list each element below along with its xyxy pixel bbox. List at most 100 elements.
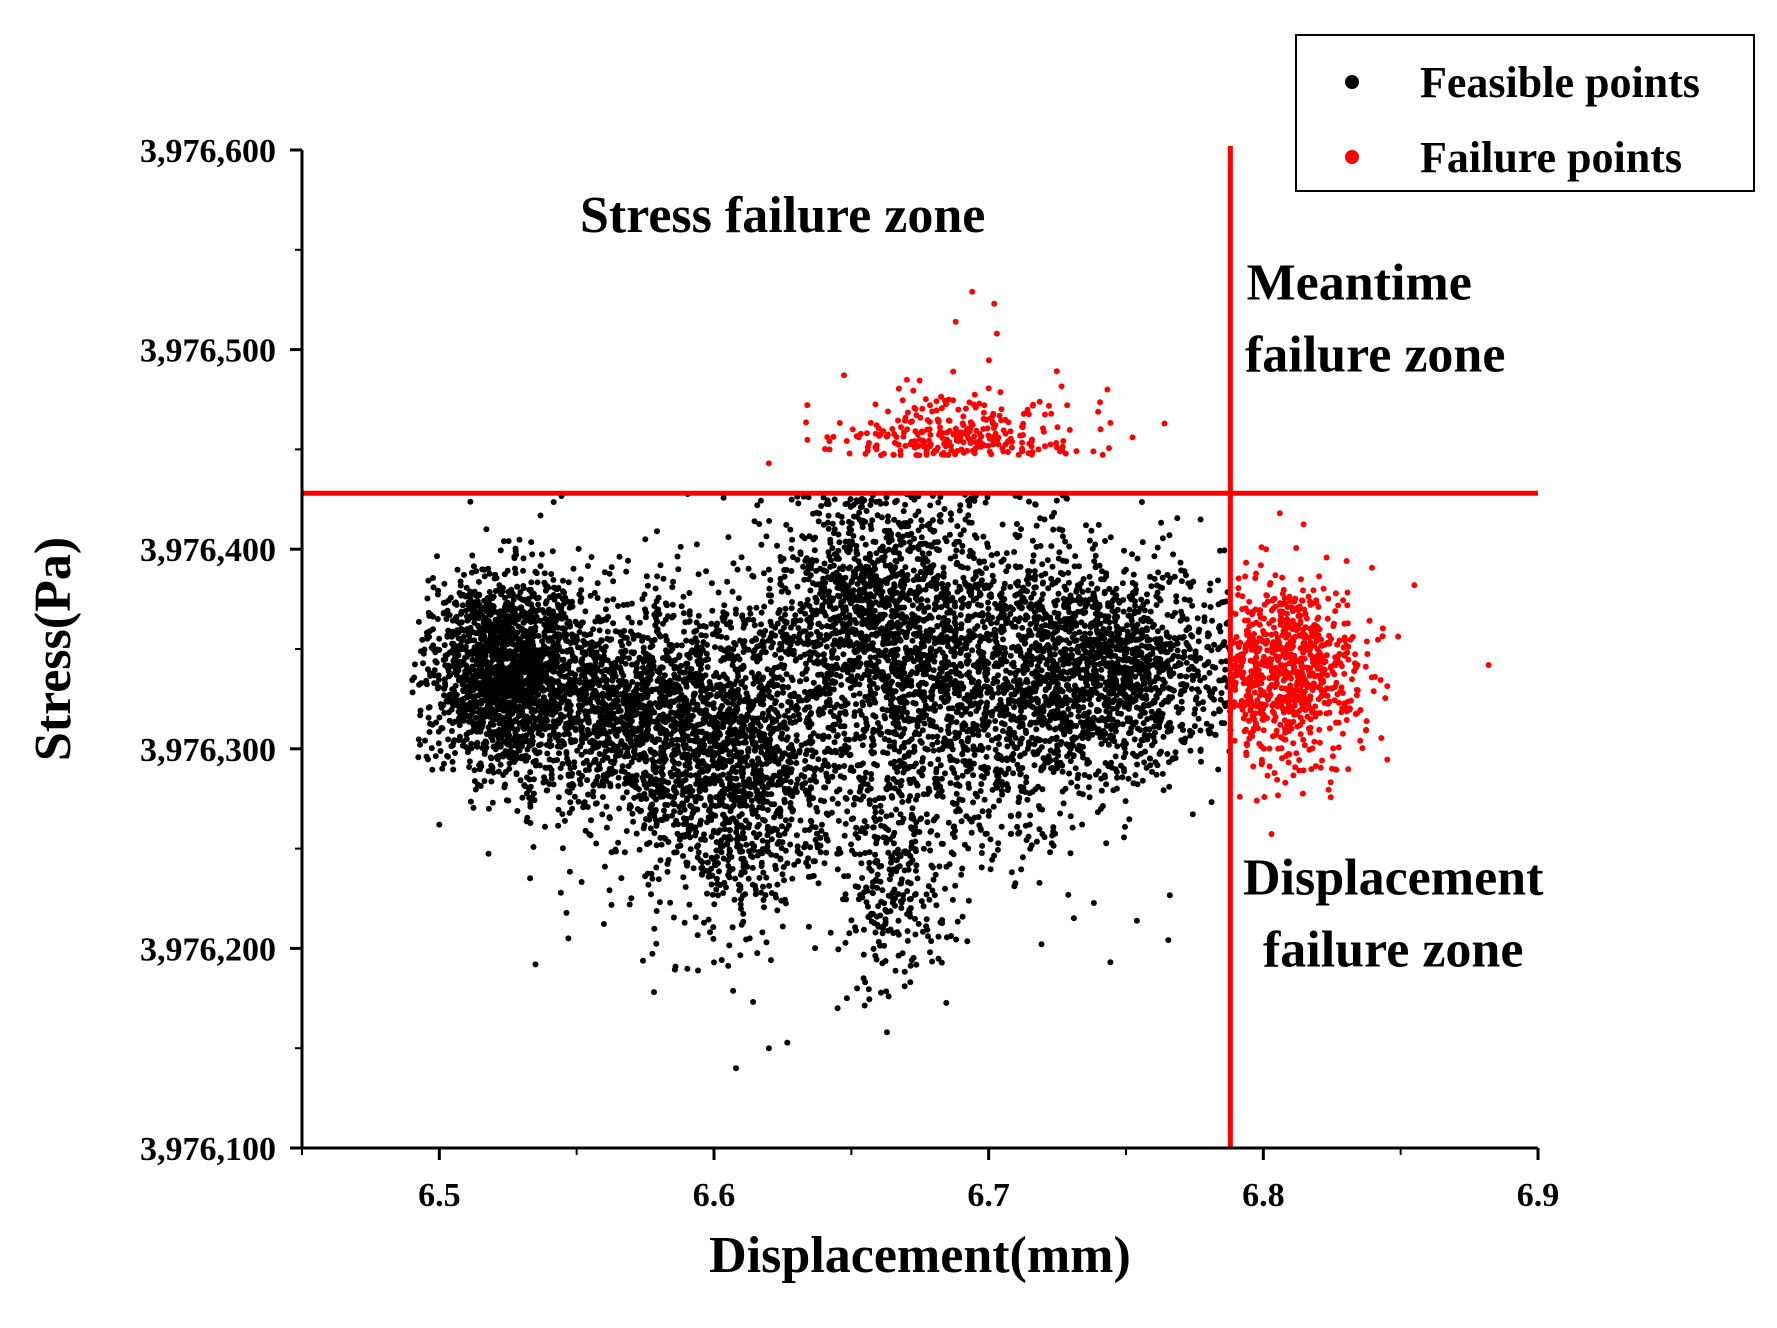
feasible-point	[681, 697, 687, 704]
feasible-point	[683, 816, 690, 822]
feasible-point	[640, 634, 647, 641]
feasible-point	[629, 678, 636, 685]
feasible-point	[733, 655, 740, 661]
feasible-point	[694, 722, 701, 729]
feasible-point	[730, 987, 737, 994]
feasible-point	[582, 677, 589, 684]
feasible-point	[628, 649, 635, 656]
feasible-point	[430, 613, 436, 620]
feasible-point	[512, 545, 519, 552]
feasible-point	[768, 622, 775, 629]
feasible-point	[580, 637, 587, 644]
feasible-point	[640, 957, 646, 964]
feasible-point	[717, 692, 724, 699]
feasible-point	[750, 847, 757, 854]
feasible-point	[725, 775, 731, 782]
feasible-point	[523, 732, 530, 739]
feasible-point	[603, 682, 610, 689]
feasible-point	[648, 733, 655, 740]
feasible-point	[630, 748, 637, 755]
feasible-point	[538, 663, 545, 670]
feasible-point	[714, 760, 721, 767]
feasible-point	[458, 619, 465, 626]
feasible-point	[706, 816, 713, 822]
feasible-point	[467, 704, 474, 711]
feasible-point	[510, 596, 517, 603]
feasible-point	[469, 552, 476, 559]
feasible-point	[543, 764, 550, 771]
feasible-point	[593, 800, 600, 807]
feasible-point	[802, 757, 809, 764]
feasible-point	[628, 775, 635, 782]
feasible-point	[545, 723, 552, 730]
feasible-point	[456, 722, 463, 729]
feasible-point	[654, 573, 661, 580]
feasible-point	[687, 669, 694, 676]
feasible-point	[606, 570, 613, 577]
feasible-point	[758, 621, 764, 628]
feasible-point	[430, 575, 436, 581]
feasible-point	[671, 849, 678, 856]
feasible-point	[511, 662, 517, 669]
feasible-point	[542, 600, 549, 607]
feasible-point	[708, 620, 715, 627]
feasible-point	[768, 704, 775, 711]
feasible-point	[606, 739, 613, 745]
feasible-point	[539, 607, 546, 614]
feasible-point	[660, 687, 667, 694]
feasible-point	[506, 648, 513, 655]
feasible-point	[637, 702, 644, 709]
feasible-point	[684, 862, 690, 869]
feasible-point	[590, 705, 597, 712]
feasible-point	[602, 667, 609, 673]
feasible-point	[692, 832, 699, 839]
feasible-point	[674, 830, 681, 837]
feasible-point	[691, 628, 698, 635]
feasible-point	[546, 732, 553, 739]
feasible-point	[659, 763, 665, 770]
feasible-point	[601, 569, 608, 576]
feasible-point	[633, 673, 640, 680]
feasible-point	[717, 882, 724, 888]
feasible-point	[682, 669, 688, 676]
feasible-point	[503, 692, 510, 699]
feasible-point	[623, 731, 630, 738]
feasible-point	[672, 751, 679, 758]
feasible-point	[793, 832, 800, 839]
feasible-point	[567, 799, 574, 806]
feasible-point	[555, 806, 562, 813]
feasible-point	[628, 619, 635, 626]
feasible-point	[725, 962, 732, 969]
feasible-point	[801, 844, 808, 851]
feasible-point	[723, 621, 730, 628]
feasible-point	[615, 603, 621, 609]
feasible-point	[483, 739, 490, 746]
feasible-point	[699, 743, 706, 750]
feasible-point	[530, 776, 537, 783]
feasible-point	[584, 777, 591, 784]
feasible-point	[447, 594, 454, 601]
feasible-point	[509, 710, 516, 717]
feasible-point	[544, 750, 551, 757]
feasible-point	[650, 663, 657, 670]
feasible-point	[649, 875, 656, 882]
feasible-point	[504, 567, 511, 574]
feasible-point	[771, 753, 778, 760]
feasible-point	[615, 774, 622, 781]
feasible-point	[681, 919, 688, 926]
feasible-point	[602, 701, 609, 708]
feasible-point	[710, 924, 717, 931]
feasible-point	[737, 755, 744, 762]
feasible-point	[686, 703, 692, 710]
feasible-point	[716, 868, 722, 875]
feasible-point	[764, 798, 771, 805]
feasible-point	[633, 709, 640, 716]
feasible-point	[612, 628, 619, 635]
feasible-point	[718, 837, 725, 844]
feasible-point	[614, 696, 621, 703]
feasible-point	[503, 702, 510, 709]
feasible-point	[687, 846, 694, 853]
feasible-point	[624, 776, 631, 783]
feasible-point	[451, 737, 458, 744]
feasible-point	[588, 817, 594, 824]
